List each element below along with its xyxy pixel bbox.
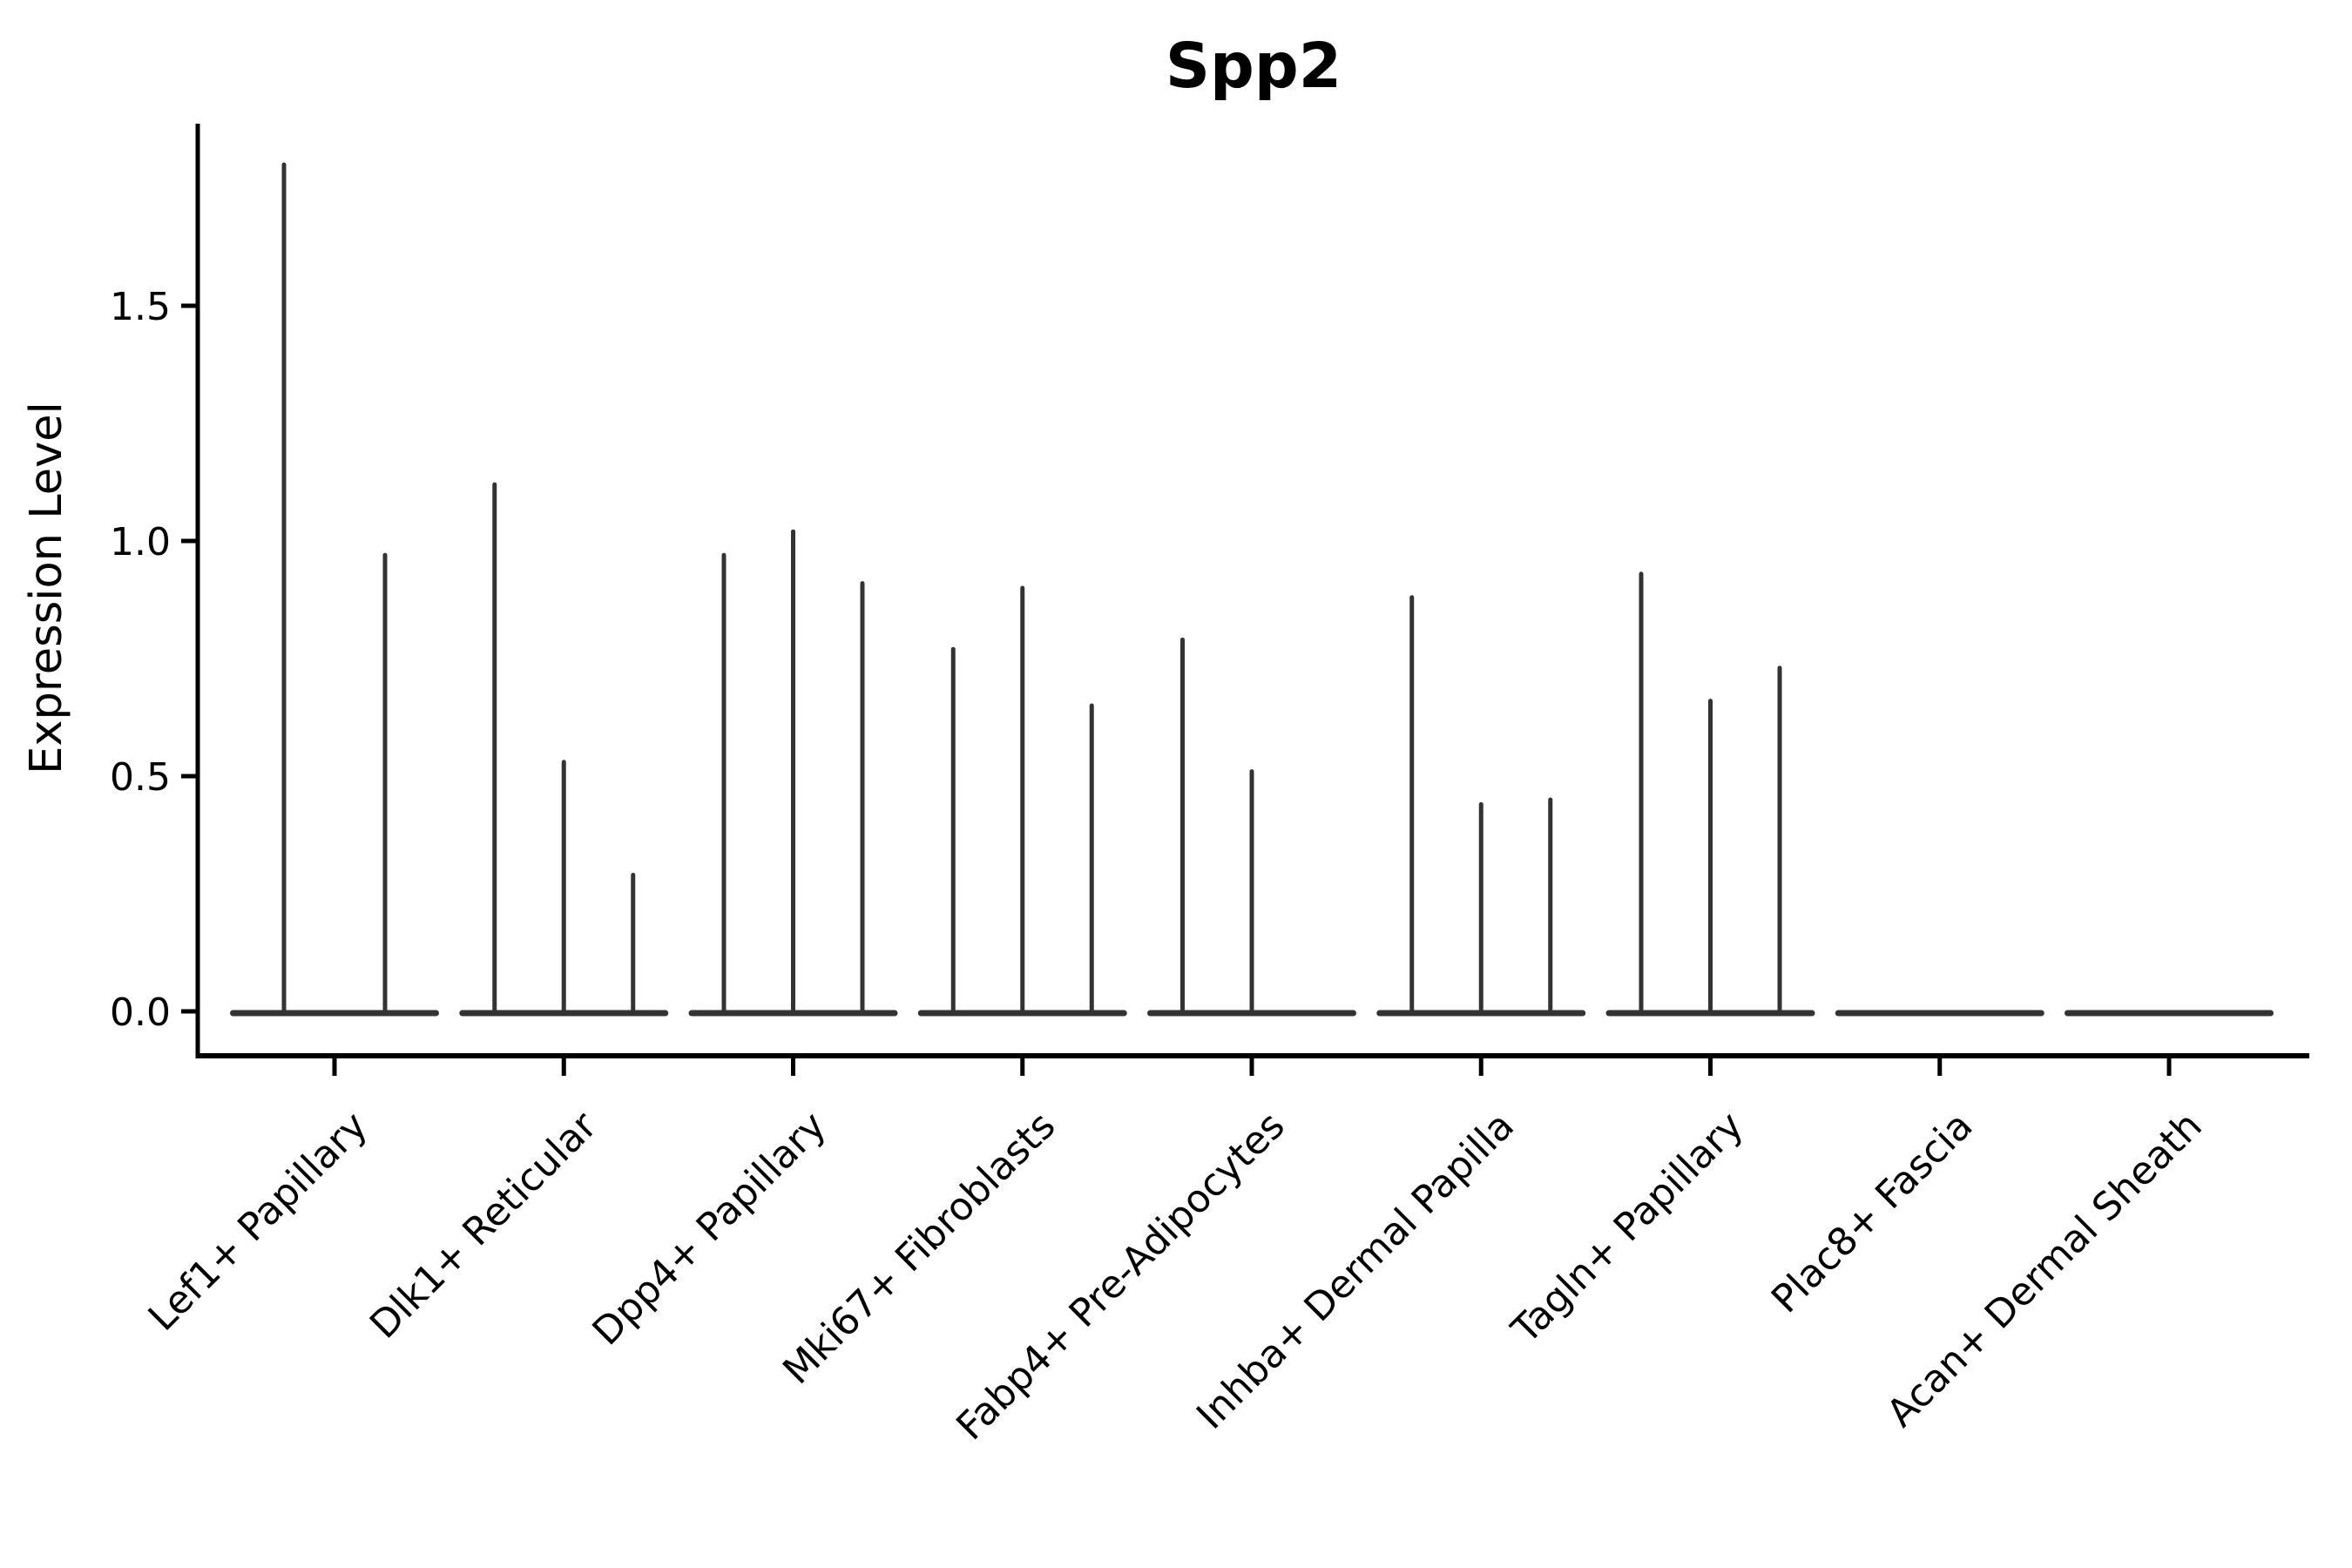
x-tick-label: Dlk1+ Reticular [362, 1103, 606, 1348]
x-tick-label: Dpp4+ Papillary [585, 1104, 835, 1355]
y-tick-label: 1.5 [110, 285, 171, 329]
violins-layer [230, 162, 2274, 1017]
y-axis-label: Expression Level [21, 402, 72, 774]
chart-title: Spp2 [1166, 30, 1342, 102]
violin-baseline [2065, 1010, 2274, 1017]
x-tick-label: Plac8+ Fascia [1763, 1104, 1982, 1322]
violin-baseline [230, 1010, 439, 1017]
violin-baseline [1835, 1010, 2044, 1017]
x-tick-label: Tagln+ Papillary [1503, 1104, 1752, 1353]
x-tick-label: Lef1+ Papillary [140, 1104, 376, 1340]
y-tick-label: 0.0 [110, 990, 171, 1035]
y-tick-label: 1.0 [110, 520, 171, 564]
y-tick-label: 0.5 [110, 755, 171, 800]
